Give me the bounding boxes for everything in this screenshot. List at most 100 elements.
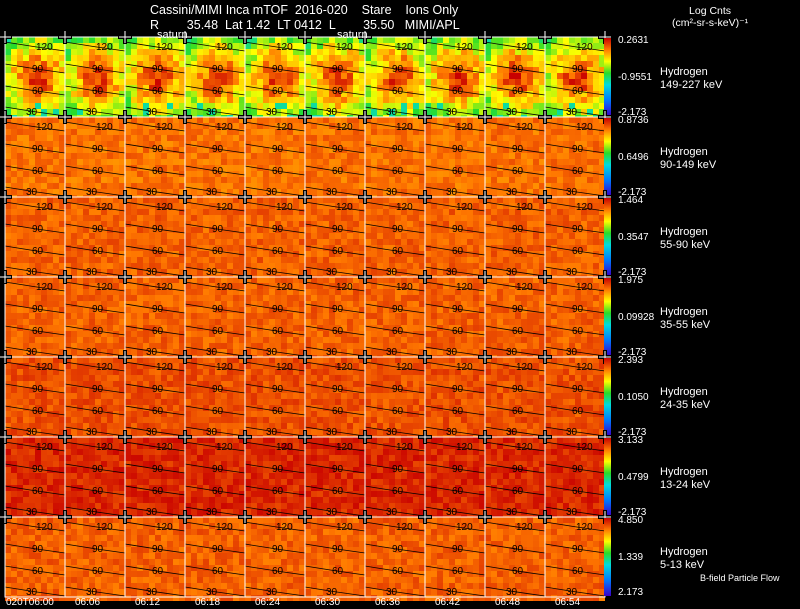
contour-label: 90 [92,544,104,555]
contour-label: 120 [96,122,113,133]
contour-label: 30 [26,347,38,358]
contour-label: 30 [386,267,398,278]
contour-label: 120 [216,202,233,213]
contour-label: 120 [576,362,593,373]
spectrogram-panel [484,196,546,281]
energy-range-label: 13-24 keV [660,479,711,491]
spectrogram-panel [304,276,366,361]
contour-label: 60 [512,406,524,417]
spectrogram-panel [124,436,186,521]
contour-label: 120 [36,522,53,533]
time-tick-label: 06:54 [555,597,581,608]
contour-label: 30 [506,427,518,438]
contour-label: 60 [152,406,164,417]
contour-label: 120 [516,282,533,293]
energy-row-label: Hydrogen 35-55 keV [660,306,710,332]
contour-label: 30 [26,427,38,438]
species-label: Hydrogen [660,66,708,78]
contour-label: 60 [452,486,464,497]
contour-label: 90 [332,544,344,555]
spectrogram-panel [484,516,546,601]
contour-label: 90 [392,544,404,555]
contour-label: 90 [152,384,164,395]
units-line1: Log Cnts [689,5,732,17]
contour-label: 60 [272,86,284,97]
spectrogram-panel [424,36,486,121]
spectrogram-panel [4,276,66,361]
spectrogram-panel [544,276,606,361]
contour-label: 90 [572,304,584,315]
species-label: Hydrogen [660,306,708,318]
contour-label: 120 [576,522,593,533]
contour-label: 30 [326,187,338,198]
contour-label: 60 [272,246,284,257]
spectrogram-panel [424,516,486,601]
colorbar-max-label: 4.850 [618,515,644,526]
colorbar [604,118,611,196]
spectrogram-panel [64,356,126,441]
contour-label: 120 [396,442,413,453]
spectrogram-panel [544,36,606,121]
contour-label: 30 [206,347,218,358]
contour-label: 120 [456,202,473,213]
contour-label: 120 [156,202,173,213]
time-tick-label: 06:24 [255,597,281,608]
contour-label: 60 [332,406,344,417]
contour-label: 90 [212,384,224,395]
contour-label: 90 [512,384,524,395]
contour-label: 90 [92,464,104,475]
energy-row-label: Hydrogen 5-13 keV [660,546,708,572]
contour-label: 120 [456,122,473,133]
contour-label: 30 [206,587,218,598]
contour-label: 90 [452,144,464,155]
time-tick-label: 06:30 [315,597,341,608]
contour-label: 120 [156,362,173,373]
spectrogram-panel [484,116,546,201]
contour-label: 120 [516,442,533,453]
spectrogram-panel [184,516,246,601]
contour-label: 30 [446,187,458,198]
contour-label: 30 [326,267,338,278]
spectrogram-panel [424,196,486,281]
colorbar [604,358,611,436]
contour-label: 30 [566,587,578,598]
contour-label: 60 [32,86,44,97]
contour-label: 120 [276,362,293,373]
saturn-marker-label: saturn [337,29,368,41]
contour-label: 90 [152,304,164,315]
contour-label: 60 [332,166,344,177]
contour-label: 90 [92,384,104,395]
contour-label: 120 [96,42,113,53]
colorbar [604,518,611,596]
colorbar-mid-label: 1.339 [618,552,644,563]
contour-label: 60 [572,326,584,337]
contour-label: 60 [572,246,584,257]
contour-label: 90 [392,144,404,155]
contour-label: 120 [276,122,293,133]
colorbar-min-label: -2.173 [618,427,647,438]
contour-label: 60 [392,166,404,177]
spectrogram-panel [4,356,66,441]
contour-label: 30 [326,107,338,118]
spectrogram-panel [364,516,426,601]
contour-label: 60 [272,166,284,177]
contour-label: 90 [32,304,44,315]
contour-label: 120 [396,202,413,213]
contour-label: 60 [152,86,164,97]
contour-label: 60 [512,566,524,577]
chart-title: Cassini/MIMI Inca mTOF 2016-020 Stare Io… [150,3,459,17]
contour-label: 90 [392,64,404,75]
contour-label: 30 [206,427,218,438]
contour-label: 60 [92,326,104,337]
energy-row-label: Hydrogen 149-227 keV [660,66,722,92]
contour-label: 120 [216,522,233,533]
contour-label: 30 [566,187,578,198]
contour-label: 120 [336,522,353,533]
contour-label: 30 [386,187,398,198]
spectrogram-panel [4,516,66,601]
contour-label: 30 [446,107,458,118]
contour-label: 60 [332,86,344,97]
contour-label: 90 [512,64,524,75]
contour-label: 90 [572,64,584,75]
